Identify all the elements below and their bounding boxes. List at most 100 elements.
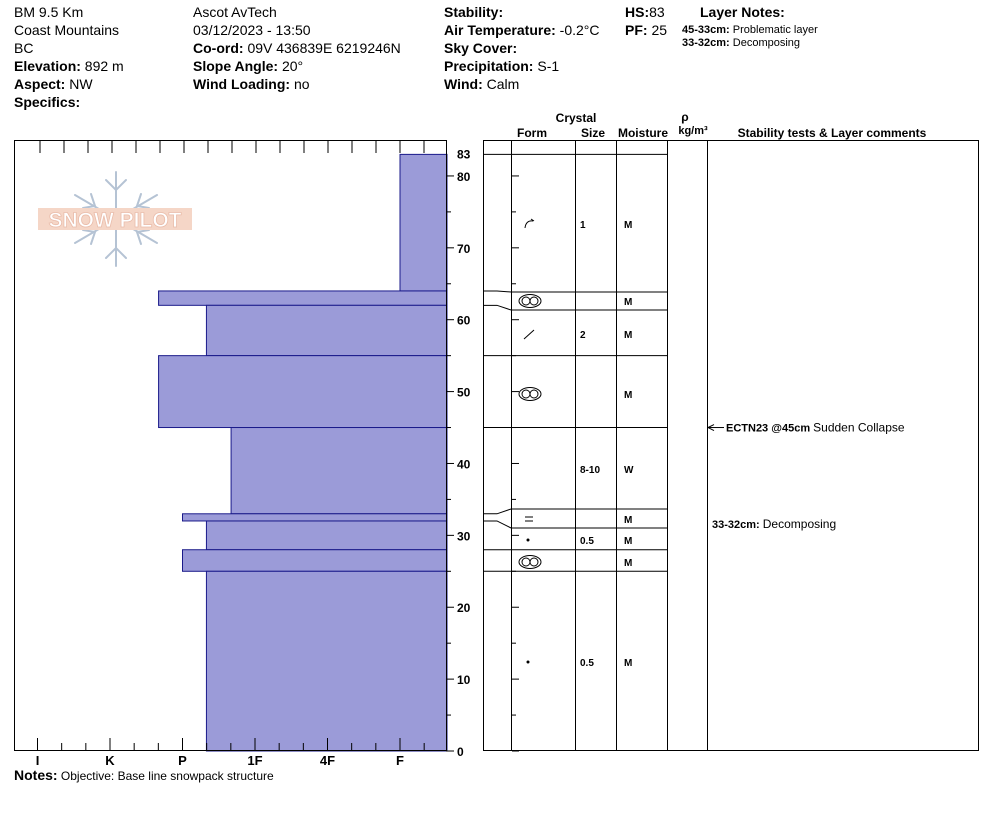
pf-row: PF: 25 [625, 21, 667, 39]
layer-row: M [518, 387, 632, 401]
melt-freeze-icon [518, 294, 542, 308]
aspect-value: NW [69, 76, 93, 92]
pf-value: 25 [651, 22, 668, 38]
layer-moisture: M [624, 658, 632, 669]
slope-row: Slope Angle: 20° [193, 57, 401, 75]
melt-freeze-icon-left [521, 557, 531, 567]
boundary-connector [483, 304, 512, 311]
wind-label: Wind: [444, 76, 483, 92]
crystal-header: Crystal [556, 111, 597, 125]
precip-label: Precipitation: [444, 58, 534, 74]
layer-row: M [518, 294, 632, 308]
slope-label: Slope Angle: [193, 58, 279, 74]
layer-row: M [518, 555, 632, 569]
layer-note-item: 45-33cm: Problematic layer [682, 24, 818, 37]
test-code: ECTN23 @45cm [726, 423, 813, 435]
hardness-bar-2 [205, 304, 448, 357]
comments-header: Stability tests & Layer comments [738, 126, 927, 140]
x-tick-label: F [396, 753, 404, 768]
test-comment: Sudden Collapse [813, 421, 905, 435]
header-col3: Stability: Air Temperature: -0.2°C Sky C… [444, 3, 600, 93]
elevation-value: 892 m [84, 58, 124, 74]
watermark-text: SNOW PILOT [49, 209, 182, 232]
melt-freeze-icon-right [529, 389, 539, 399]
layer-moisture: M [624, 390, 632, 401]
depth-tick-label: 10 [457, 673, 471, 687]
depth-tick-label: 0 [457, 745, 464, 759]
layer-moisture: M [624, 220, 632, 231]
specifics-row: Specifics: [14, 93, 124, 111]
depth-tick-label: 70 [457, 242, 471, 256]
air-temp-row: Air Temperature: -0.2°C [444, 21, 600, 39]
aspect-row: Aspect: NW [14, 75, 124, 93]
layer-rows: 1 MM2 MM8-10 WM0.5 MM0.5 M [483, 153, 667, 669]
depth-tick-label: 83 [457, 147, 471, 161]
notes: Notes: Objective: Base line snowpack str… [14, 767, 274, 783]
notes-label: Notes: [14, 767, 58, 783]
mountain-range: Coast Mountains [14, 22, 120, 38]
layer-notes-list: 45-33cm: Problematic layer 33-32cm: Deco… [682, 24, 818, 50]
aspect-label: Aspect: [14, 76, 66, 92]
melt-freeze-icon [518, 387, 542, 401]
layer-size: 0.5 [580, 536, 594, 547]
layer-note-text: Decomposing [732, 37, 801, 49]
specifics-label: Specifics: [14, 94, 81, 110]
layer-size: 1 [580, 220, 586, 231]
layer-row: 0.5 M [526, 658, 632, 669]
stability-tests: ECTN23 @45cm Sudden Collapse 33-32cm: Dec… [706, 421, 905, 531]
depth-tick-label: 20 [457, 601, 471, 615]
wind-loading-value: no [293, 76, 310, 92]
layer-note-item: 33-32cm: Decomposing [682, 37, 818, 50]
melt-freeze-icon-left [521, 389, 531, 399]
layer-size: 2 [580, 330, 586, 341]
depth-tick-label: 30 [457, 529, 471, 543]
hardness-bar-1 [158, 290, 448, 306]
precip-value: S-1 [537, 58, 560, 74]
layer-moisture: W [624, 465, 634, 476]
rho-header: ρ [681, 110, 688, 124]
header-col2: Ascot AvTech 03/12/2023 - 13:50 Co-ord: … [193, 3, 401, 93]
air-temp-value: -0.2°C [559, 22, 600, 38]
layer-row: M [525, 515, 632, 526]
decomposing-icon [523, 329, 535, 340]
hs-label: HS: [625, 4, 650, 20]
melt-freeze-icon-left [521, 296, 531, 306]
rounds-icon [526, 660, 530, 664]
depth-tick-label: 60 [457, 314, 471, 328]
moisture-header: Moisture [618, 126, 668, 140]
wind-row: Wind: Calm [444, 75, 600, 93]
precip-row: Precipitation: S-1 [444, 57, 600, 75]
layer-moisture: M [624, 536, 632, 547]
coord-value: 09V 436839E 6219246N [247, 40, 401, 56]
layer-moisture: M [624, 330, 632, 341]
observer: Ascot AvTech [193, 4, 277, 20]
form-header: Form [517, 126, 547, 140]
layer-comment: 33-32cm: Decomposing [712, 517, 836, 531]
test-result: ECTN23 @45cm Sudden Collapse [726, 421, 905, 435]
hardness-bar-3 [158, 355, 448, 429]
depth-tick-label: 80 [457, 170, 471, 184]
layer-table: Crystal Form Size Moisture ρ kg/m³ Stabi… [483, 110, 979, 751]
x-tick-label: K [105, 753, 115, 768]
boundary-connector [483, 520, 512, 529]
fragments-icon [524, 218, 535, 229]
depth-tick-label: 40 [457, 457, 471, 471]
layer-size: 0.5 [580, 658, 594, 669]
region: BC [14, 40, 34, 56]
header-col1: BM 9.5 Km Coast Mountains BC Elevation: … [14, 3, 124, 111]
table-frame [483, 140, 979, 751]
x-tick-label: I [36, 753, 40, 768]
layer-moisture: M [624, 297, 632, 308]
elevation-label: Elevation: [14, 58, 81, 74]
header-col4: HS:83 PF: 25 [625, 3, 667, 39]
hardness-bar-5 [182, 513, 448, 522]
layer-note-text: Problematic layer [732, 24, 818, 36]
wind-loading-row: Wind Loading: no [193, 75, 401, 93]
watermark-band [38, 208, 192, 230]
layer-size: 8-10 [580, 465, 600, 476]
melt-freeze-icon-right [529, 557, 539, 567]
layer-row: 8-10 W [580, 465, 634, 476]
